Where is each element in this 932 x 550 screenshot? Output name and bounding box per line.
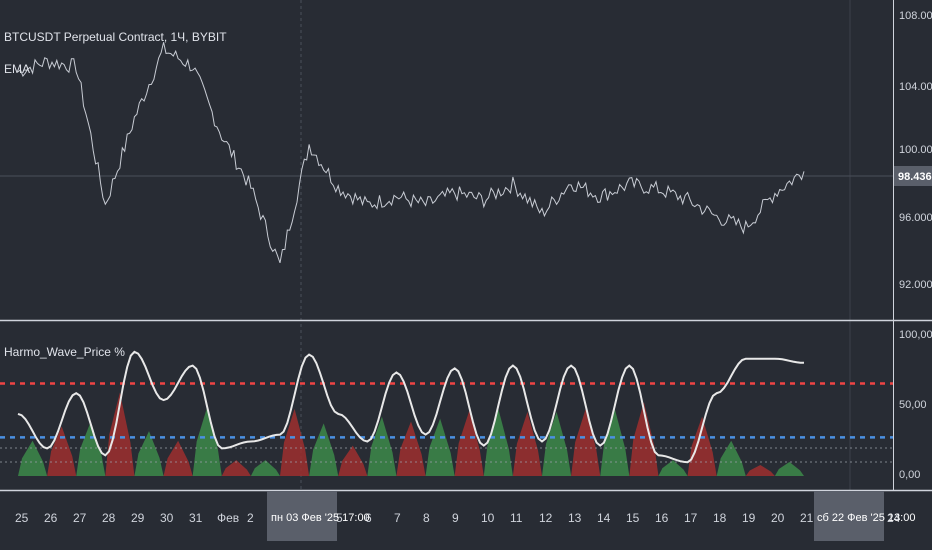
price-series-line [17, 42, 805, 264]
histogram-segment [192, 407, 222, 476]
histogram-segment [483, 408, 513, 476]
time-tick-label: 28 [102, 511, 116, 525]
crosshair-time-label-left: пн 03 Фев '25 17:00 [271, 512, 370, 524]
price-pane[interactable] [0, 0, 893, 320]
price-tick-104000: 104.000,0 [899, 81, 932, 93]
wave-indicator-label[interactable]: Harmo_Wave_Price % [4, 345, 125, 359]
indicator-tick-100: 100,00 [899, 329, 932, 341]
histogram-segment [542, 411, 572, 476]
histogram-segment [745, 464, 775, 476]
time-tick-label: 7 [394, 511, 401, 525]
price-tick-92000: 92.000,0 [899, 279, 932, 291]
crosshair-time-badge-left [267, 491, 337, 541]
histogram-segment [512, 411, 542, 476]
histogram-segment [658, 460, 688, 476]
symbol-title[interactable]: BTCUSDT Perpetual Contract, 1Ч, BYBIT [4, 30, 227, 44]
time-tick-label: 21 [800, 511, 814, 525]
histogram-segment [629, 402, 659, 476]
histogram-segment [396, 421, 426, 476]
time-tick-label: 8 [423, 511, 430, 525]
histogram-segment [105, 392, 135, 476]
histogram-segment [250, 460, 280, 476]
histogram-segment [774, 462, 804, 476]
time-tick-label: 10 [481, 511, 495, 525]
time-tick-label: 25 [15, 511, 29, 525]
histogram-segment [163, 440, 193, 476]
crosshair-time-label-right: сб 22 Фев '25 13:00 [817, 512, 915, 524]
price-tick-96000: 96.000,0 [899, 212, 932, 224]
histogram-segment [571, 408, 601, 476]
time-tick-label: 15 [626, 511, 640, 525]
time-tick-label: 31 [189, 511, 203, 525]
indicator-tick-0: 0,00 [899, 469, 920, 481]
time-tick-label: 27 [73, 511, 87, 525]
histogram-segment [338, 445, 368, 476]
time-tick-label: 29 [131, 511, 145, 525]
time-tick-label: 13 [568, 511, 582, 525]
time-tick-label: 9 [452, 511, 459, 525]
histogram-segment [76, 421, 106, 476]
time-tick-label: 5 [336, 511, 343, 525]
time-tick-label: 6 [365, 511, 372, 525]
histogram-segment [280, 408, 310, 476]
price-tick-108000: 108.000,0 [899, 10, 932, 22]
time-tick-label: 24 [887, 511, 901, 525]
time-tick-label: 2 [247, 511, 254, 525]
time-tick-label: 18 [713, 511, 727, 525]
histogram-areas [18, 392, 804, 476]
wave-series-line [17, 350, 805, 464]
histogram-segment [716, 440, 746, 476]
time-tick-label: 26 [44, 511, 58, 525]
time-tick-label: 30 [160, 511, 174, 525]
histogram-segment [425, 418, 455, 476]
histogram-segment [309, 423, 339, 476]
histogram-segment [47, 426, 77, 476]
time-tick-label: 11 [510, 511, 523, 525]
crosshair-time-badge-right [814, 491, 884, 541]
time-tick-label: 19 [742, 511, 756, 525]
time-tick-label: 17 [684, 511, 698, 525]
current-price-label: 98.436,9 [898, 171, 932, 183]
time-tick-label: 12 [539, 511, 553, 525]
price-tick-100000: 100.000,0 [899, 144, 932, 156]
histogram-segment [134, 431, 164, 476]
ema-indicator-label[interactable]: EMA [4, 62, 30, 76]
histogram-segment [687, 416, 717, 476]
histogram-segment [454, 410, 484, 476]
time-tick-label: Фев [217, 511, 239, 525]
time-tick-label: 16 [655, 511, 669, 525]
time-tick-label: 14 [597, 511, 611, 525]
current-price-badge [894, 166, 932, 186]
histogram-segment [367, 416, 397, 476]
histogram-segment [18, 440, 48, 476]
time-axis[interactable]: 25 26 27 28 29 30 31 Фев 2 5 6 7 8 9 10 11 12 13 14 15 16 17 1… [15, 511, 901, 525]
histogram-segment [221, 460, 251, 476]
indicator-tick-50: 50,00 [899, 399, 927, 411]
time-tick-label: 20 [771, 511, 785, 525]
histogram-segment [600, 408, 630, 476]
